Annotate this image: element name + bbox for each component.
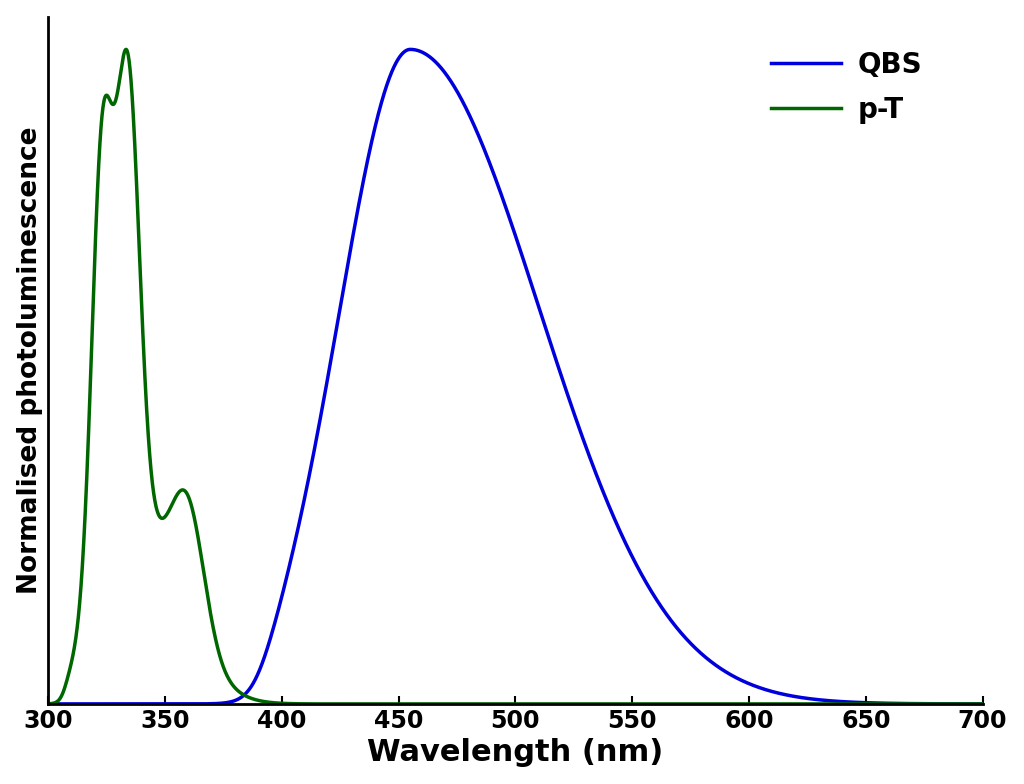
p-T (948, 699, 961, 709)
Y-axis label: Normalised photoluminescence: Normalised photoluminescence (16, 126, 43, 594)
Line: QBS: QBS (48, 49, 983, 704)
p-T (721, 699, 733, 709)
QBS (42, 699, 54, 709)
QBS (721, 668, 733, 677)
p-T (902, 699, 914, 709)
Line: p-T: p-T (48, 49, 983, 704)
QBS (435, 63, 447, 72)
QBS (901, 699, 913, 708)
QBS (442, 73, 455, 82)
p-T (120, 45, 132, 54)
QBS (486, 165, 499, 175)
p-T (752, 699, 764, 709)
Legend: QBS, p-T: QBS, p-T (771, 51, 922, 124)
p-T (486, 699, 499, 709)
p-T (977, 699, 989, 709)
p-T (42, 699, 54, 709)
QBS (948, 699, 961, 709)
X-axis label: Wavelength (nm): Wavelength (nm) (368, 739, 664, 768)
QBS (977, 699, 989, 709)
p-T (442, 699, 455, 709)
QBS (404, 45, 417, 54)
p-T (435, 699, 447, 709)
